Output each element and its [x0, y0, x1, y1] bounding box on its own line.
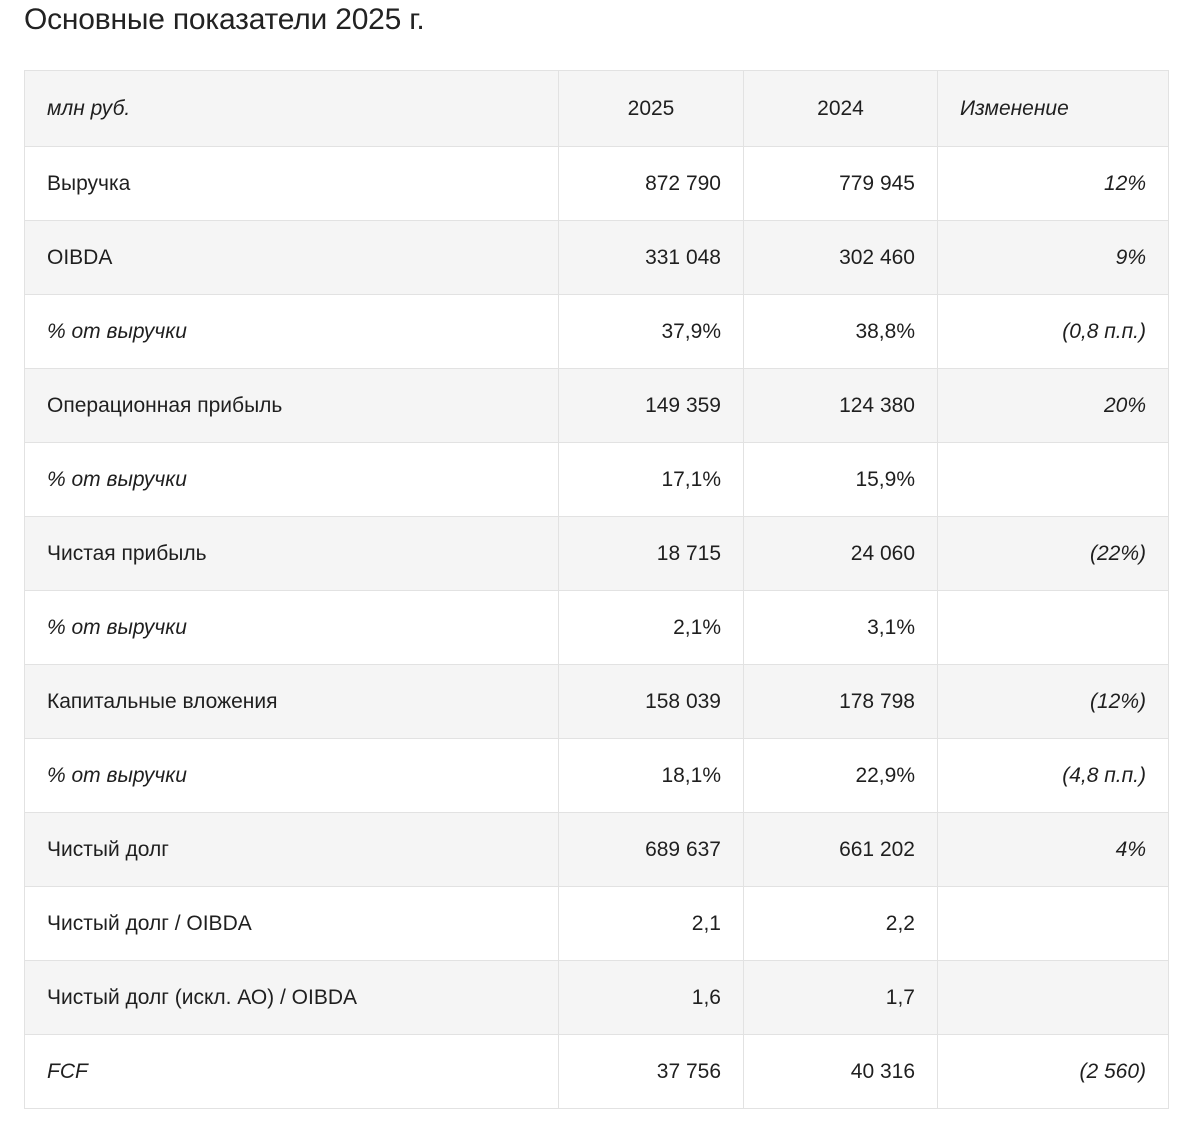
value-2024: 661 202	[743, 812, 938, 887]
metric-label: OIBDA	[24, 220, 559, 295]
value-2024: 38,8%	[743, 294, 938, 369]
value-2024: 24 060	[743, 516, 938, 591]
value-2024: 779 945	[743, 146, 938, 221]
change-value: 12%	[937, 146, 1169, 221]
change-value	[937, 590, 1169, 665]
value-2024: 1,7	[743, 960, 938, 1035]
value-2025: 2,1	[558, 886, 744, 961]
value-2025: 158 039	[558, 664, 744, 739]
header-year-2024: 2024	[743, 70, 938, 147]
value-2025: 689 637	[558, 812, 744, 887]
table-row: % от выручки 37,9% 38,8% (0,8 п.п.)	[24, 294, 1169, 369]
table-header-row: млн руб. 2025 2024 Изменение	[24, 70, 1169, 147]
metric-label: Чистый долг (искл. АО) / OIBDA	[24, 960, 559, 1035]
table-row: Чистый долг 689 637 661 202 4%	[24, 812, 1169, 887]
table-row: Чистая прибыль 18 715 24 060 (22%)	[24, 516, 1169, 591]
value-2024: 302 460	[743, 220, 938, 295]
table-row: FCF 37 756 40 316 (2 560)	[24, 1034, 1169, 1109]
change-value: (12%)	[937, 664, 1169, 739]
table-row: Операционная прибыль 149 359 124 380 20%	[24, 368, 1169, 443]
header-change: Изменение	[937, 70, 1169, 147]
value-2024: 15,9%	[743, 442, 938, 517]
table-row: Чистый долг / OIBDA 2,1 2,2	[24, 886, 1169, 961]
change-value: (0,8 п.п.)	[937, 294, 1169, 369]
header-units: млн руб.	[24, 70, 559, 147]
table-row: % от выручки 2,1% 3,1%	[24, 590, 1169, 665]
metric-label: Операционная прибыль	[24, 368, 559, 443]
value-2025: 18,1%	[558, 738, 744, 813]
change-value: 20%	[937, 368, 1169, 443]
table-row: Выручка 872 790 779 945 12%	[24, 146, 1169, 221]
metric-label: % от выручки	[24, 442, 559, 517]
value-2024: 2,2	[743, 886, 938, 961]
table-row: % от выручки 17,1% 15,9%	[24, 442, 1169, 517]
metric-label: Чистый долг	[24, 812, 559, 887]
metric-label: % от выручки	[24, 738, 559, 813]
change-value	[937, 886, 1169, 961]
value-2025: 1,6	[558, 960, 744, 1035]
value-2024: 178 798	[743, 664, 938, 739]
metric-label: Чистая прибыль	[24, 516, 559, 591]
value-2025: 37 756	[558, 1034, 744, 1109]
metric-label: Чистый долг / OIBDA	[24, 886, 559, 961]
metric-label: FCF	[24, 1034, 559, 1109]
change-value: (4,8 п.п.)	[937, 738, 1169, 813]
value-2025: 331 048	[558, 220, 744, 295]
table-row: OIBDA 331 048 302 460 9%	[24, 220, 1169, 295]
value-2025: 17,1%	[558, 442, 744, 517]
metric-label: Выручка	[24, 146, 559, 221]
change-value	[937, 960, 1169, 1035]
metric-label: % от выручки	[24, 590, 559, 665]
metric-label: Капитальные вложения	[24, 664, 559, 739]
table-row: Капитальные вложения 158 039 178 798 (12%)	[24, 664, 1169, 739]
value-2025: 37,9%	[558, 294, 744, 369]
table-row: % от выручки 18,1% 22,9% (4,8 п.п.)	[24, 738, 1169, 813]
change-value: (2 560)	[937, 1034, 1169, 1109]
change-value: (22%)	[937, 516, 1169, 591]
value-2025: 2,1%	[558, 590, 744, 665]
change-value: 4%	[937, 812, 1169, 887]
key-metrics-table: млн руб. 2025 2024 Изменение Выручка 872 …	[24, 70, 1169, 1109]
change-value	[937, 442, 1169, 517]
change-value: 9%	[937, 220, 1169, 295]
value-2024: 124 380	[743, 368, 938, 443]
value-2025: 149 359	[558, 368, 744, 443]
header-year-2025: 2025	[558, 70, 744, 147]
value-2024: 22,9%	[743, 738, 938, 813]
page-title: Основные показатели 2025 г.	[24, 3, 425, 36]
value-2024: 40 316	[743, 1034, 938, 1109]
metric-label: % от выручки	[24, 294, 559, 369]
value-2025: 872 790	[558, 146, 744, 221]
value-2024: 3,1%	[743, 590, 938, 665]
table-row: Чистый долг (искл. АО) / OIBDA 1,6 1,7	[24, 960, 1169, 1035]
value-2025: 18 715	[558, 516, 744, 591]
